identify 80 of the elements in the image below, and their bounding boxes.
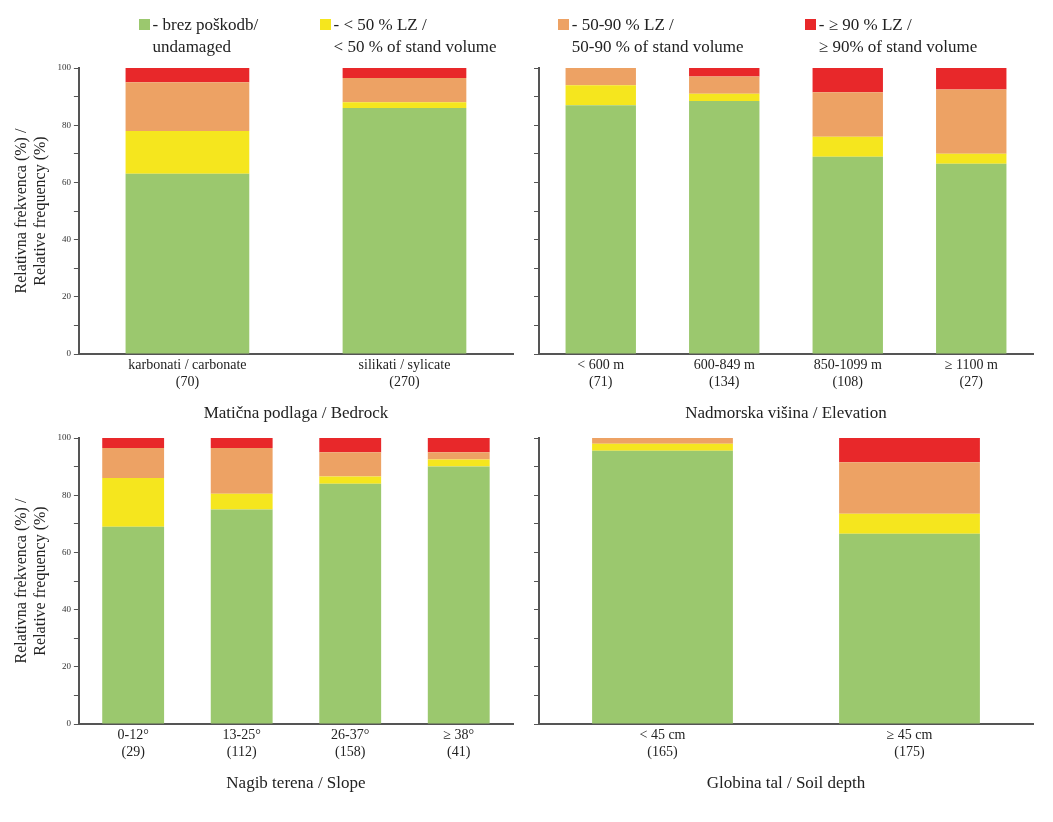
bar — [102, 478, 165, 527]
bar — [210, 509, 273, 724]
bar — [427, 438, 490, 453]
x-tick-label: ≥ 45 cm (175) — [886, 727, 933, 760]
bar — [839, 462, 980, 514]
legend-label: - 50-90 % LZ / 50-90 % of stand volume — [571, 14, 744, 58]
bar — [592, 438, 733, 444]
bar — [936, 68, 1007, 90]
x-axis-title: Matična podlaga / Bedrock — [203, 403, 389, 423]
bar — [812, 68, 883, 93]
bar — [210, 438, 273, 449]
bar — [102, 438, 165, 449]
bar — [427, 452, 490, 460]
bar — [565, 105, 636, 354]
x-tick-label: ≥ 1100 m (27) — [944, 357, 998, 390]
x-tick-label: < 600 m (71) — [577, 357, 625, 390]
bar — [689, 68, 760, 77]
bar — [319, 438, 382, 453]
bar — [210, 448, 273, 494]
y-tick-label: 80 — [61, 489, 72, 500]
y-tick-label: 20 — [61, 661, 72, 672]
bar — [342, 78, 467, 103]
bar — [689, 76, 760, 94]
bar — [102, 526, 165, 724]
bar — [936, 153, 1007, 164]
x-tick-label: ≥ 38° (41) — [443, 727, 475, 760]
x-tick-label: 850-1099 m (108) — [813, 357, 882, 390]
bar — [592, 443, 733, 451]
bar — [812, 92, 883, 137]
y-tick-label: 40 — [61, 603, 72, 614]
x-tick-label: silikati / sylicate (270) — [358, 357, 451, 390]
x-tick-label: karbonati / carbonate (70) — [128, 357, 247, 390]
bar — [689, 93, 760, 101]
x-tick-label: 13-25° (112) — [222, 727, 261, 760]
legend-label: - brez poškodb/ undamaged — [152, 14, 259, 58]
y-tick-label: 80 — [61, 119, 72, 130]
y-tick-label: 40 — [61, 233, 72, 244]
bar — [125, 68, 250, 83]
bar — [319, 483, 382, 724]
y-tick-label: 100 — [57, 432, 72, 443]
x-tick-label: 600-849 m (134) — [693, 357, 755, 390]
legend-label: - < 50 % LZ / < 50 % of stand volume — [333, 14, 497, 58]
bar — [565, 85, 636, 106]
x-axis-title: Nadmorska višina / Elevation — [685, 403, 888, 423]
y-tick-label: 100 — [57, 62, 72, 73]
legend-label: - ≥ 90 % LZ / ≥ 90% of stand volume — [818, 14, 978, 58]
x-tick-label: 26-37° (158) — [331, 727, 370, 760]
bar — [812, 156, 883, 354]
bar — [125, 130, 250, 174]
bar — [342, 108, 467, 354]
bar — [812, 136, 883, 157]
bar — [342, 102, 467, 109]
bar — [689, 100, 760, 354]
bar — [342, 68, 467, 79]
y-axis-title: Relativna frekvenca (%) / Relative frequency (%) — [11, 128, 49, 294]
bar — [319, 476, 382, 484]
y-tick-label: 0 — [66, 718, 72, 729]
x-tick-label: < 45 cm (165) — [639, 727, 686, 760]
bar — [839, 513, 980, 534]
y-tick-label: 60 — [61, 176, 72, 187]
bar — [839, 438, 980, 463]
bar — [936, 89, 1007, 154]
bar — [427, 466, 490, 724]
bar — [319, 452, 382, 477]
bar — [936, 163, 1007, 354]
x-axis-title: Globina tal / Soil depth — [706, 773, 866, 793]
x-tick-label: 0-12° (29) — [117, 727, 149, 760]
bar — [592, 450, 733, 724]
bar — [210, 493, 273, 510]
bar — [125, 82, 250, 131]
y-tick-label: 20 — [61, 291, 72, 302]
bar — [427, 459, 490, 467]
bar — [839, 533, 980, 724]
y-tick-label: 60 — [61, 546, 72, 557]
y-tick-label: 0 — [66, 348, 72, 359]
y-axis-title: Relativna frekvenca (%) / Relative frequency (%) — [11, 498, 49, 664]
bar — [565, 68, 636, 86]
bar — [102, 448, 165, 479]
x-axis-title: Nagib terena / Slope — [226, 773, 366, 793]
bar — [125, 173, 250, 354]
